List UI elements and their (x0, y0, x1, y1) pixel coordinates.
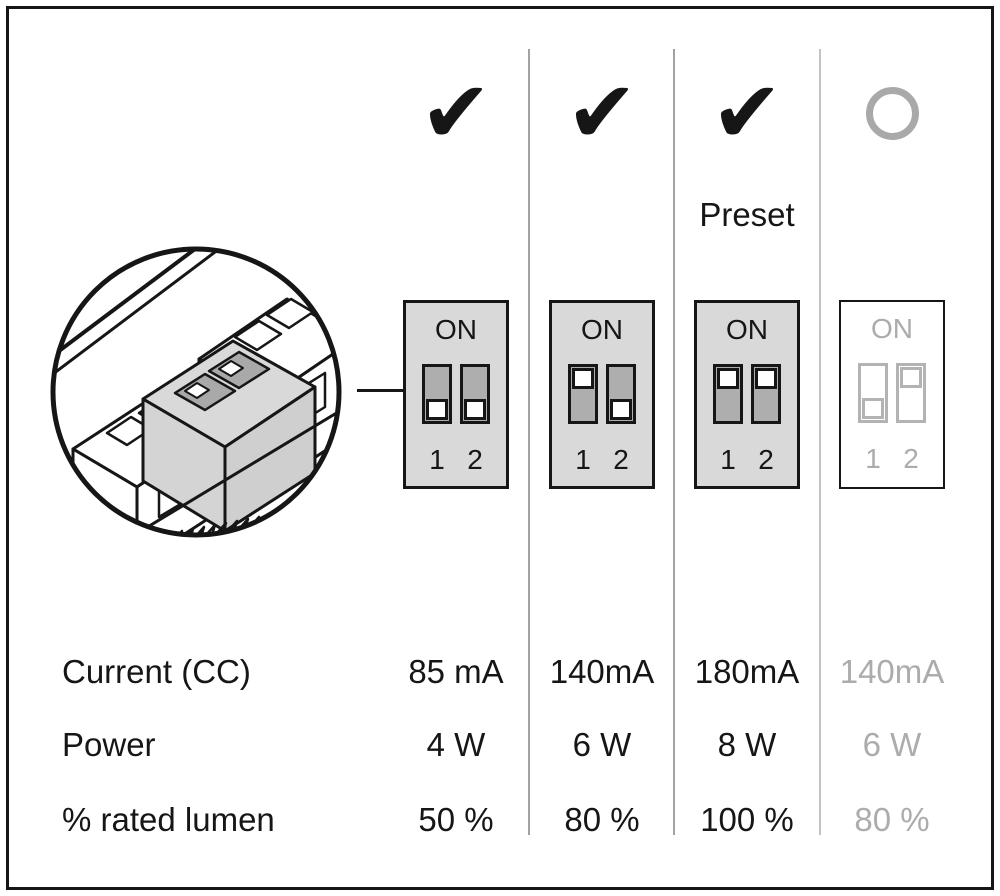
on-label: ON (435, 314, 477, 345)
switch-knob (610, 399, 632, 420)
dip-switch-block (141, 339, 317, 533)
dip-switch-1 (713, 364, 743, 424)
dip-switch-1 (858, 363, 888, 423)
config-column-alt-140ma: ON 1 2 140mA 6 W 80 % (819, 0, 965, 896)
dip-switch-panel: ON 1 2 (549, 300, 655, 489)
power-value: 8 W (717, 726, 777, 763)
callout-line (357, 389, 403, 392)
power-value: 6 W (572, 726, 632, 763)
config-column-140ma: ON 1 2 140mA 6 W 80 % (529, 0, 675, 896)
current-value: 180mA (694, 653, 800, 690)
switch-number-1: 1 (575, 444, 591, 475)
switch-number-1: 1 (720, 444, 736, 475)
current-value: 140mA (839, 653, 945, 690)
switch-row (406, 364, 506, 424)
on-label: ON (726, 314, 768, 345)
dip-switch-2 (751, 364, 781, 424)
switch-numbers: 1 2 (697, 445, 797, 475)
switch-numbers: 1 2 (841, 444, 943, 474)
switch-number-1: 1 (865, 443, 881, 474)
lumen-value: 80 % (854, 801, 930, 838)
row-label-rated-lumen: % rated lumen (62, 801, 275, 838)
switch-numbers: 1 2 (406, 445, 506, 475)
switch-number-2: 2 (758, 444, 774, 475)
column-divider (673, 49, 675, 835)
dip-switch-panel: ON 1 2 (839, 300, 945, 489)
power-value: 6 W (862, 726, 922, 763)
row-label-current: Current (CC) (62, 653, 251, 690)
switch-number-2: 2 (467, 444, 483, 475)
housing-edge-line (53, 249, 228, 385)
switch-knob (862, 398, 884, 419)
current-value: 140mA (549, 653, 655, 690)
dip-switch-2 (896, 363, 926, 423)
current-value: 85 mA (408, 653, 504, 690)
config-column-85ma: ON 1 2 85 mA 4 W 50 % (383, 0, 529, 896)
led-driver-illustration (50, 246, 342, 538)
on-label: ON (871, 313, 913, 344)
check-icon (674, 64, 820, 162)
magnifier-circle (50, 246, 342, 538)
switch-number-1: 1 (429, 444, 445, 475)
switch-number-2: 2 (903, 443, 919, 474)
check-icon (529, 64, 675, 162)
outer-border (6, 6, 994, 890)
lumen-value: 50 % (418, 801, 494, 838)
switch-knob (572, 368, 594, 389)
dip-switch-panel: ON 1 2 (694, 300, 800, 489)
switch-row (841, 363, 943, 423)
preset-label: Preset (699, 196, 795, 233)
row-label-power: Power (62, 726, 156, 763)
housing-edge-line (53, 249, 221, 371)
column-divider (528, 49, 530, 835)
dip-switch-2 (606, 364, 636, 424)
dip-switch-1 (422, 364, 452, 424)
switch-number-2: 2 (613, 444, 629, 475)
switch-row (697, 364, 797, 424)
switch-knob (755, 368, 777, 389)
config-column-180ma-preset: Preset ON 1 2 180mA 8 W 100 % (674, 0, 820, 896)
dip-switch-panel: ON 1 2 (403, 300, 509, 489)
circle-icon (819, 64, 965, 162)
column-divider (819, 49, 821, 835)
check-icon (383, 64, 529, 162)
switch-row (552, 364, 652, 424)
switch-knob (464, 399, 486, 420)
switch-knob (900, 367, 922, 388)
on-label: ON (581, 314, 623, 345)
lumen-value: 100 % (700, 801, 794, 838)
lumen-value: 80 % (564, 801, 640, 838)
switch-numbers: 1 2 (552, 445, 652, 475)
switch-knob (426, 399, 448, 420)
switch-knob (717, 368, 739, 389)
power-value: 4 W (426, 726, 486, 763)
dip-switch-2 (460, 364, 490, 424)
dip-switch-1 (568, 364, 598, 424)
